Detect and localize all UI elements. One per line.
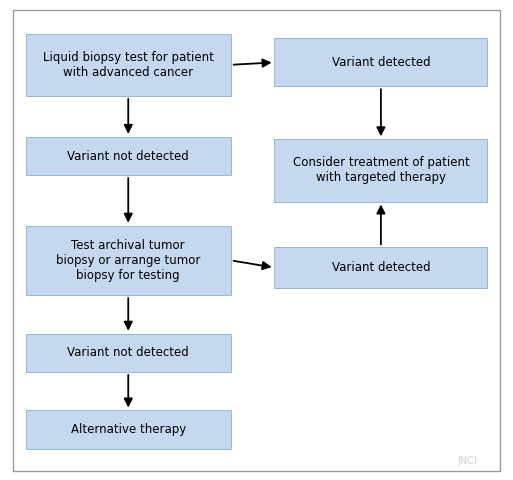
- FancyBboxPatch shape: [26, 34, 231, 96]
- Text: Test archival tumor
biopsy or arrange tumor
biopsy for testing: Test archival tumor biopsy or arrange tu…: [56, 239, 201, 282]
- FancyBboxPatch shape: [274, 38, 487, 86]
- Text: Variant detected: Variant detected: [331, 261, 430, 274]
- FancyBboxPatch shape: [26, 226, 231, 295]
- FancyBboxPatch shape: [26, 137, 231, 175]
- FancyBboxPatch shape: [274, 247, 487, 288]
- FancyBboxPatch shape: [274, 139, 487, 202]
- Text: Liquid biopsy test for patient
with advanced cancer: Liquid biopsy test for patient with adva…: [43, 51, 214, 79]
- Text: Variant detected: Variant detected: [331, 56, 430, 69]
- Text: Variant not detected: Variant not detected: [67, 149, 189, 163]
- Text: Consider treatment of patient
with targeted therapy: Consider treatment of patient with targe…: [292, 156, 469, 184]
- Text: JNCI: JNCI: [457, 456, 477, 466]
- Text: Alternative therapy: Alternative therapy: [71, 423, 186, 436]
- Text: Variant not detected: Variant not detected: [67, 346, 189, 360]
- FancyBboxPatch shape: [26, 410, 231, 449]
- FancyBboxPatch shape: [26, 334, 231, 372]
- FancyBboxPatch shape: [13, 10, 500, 471]
